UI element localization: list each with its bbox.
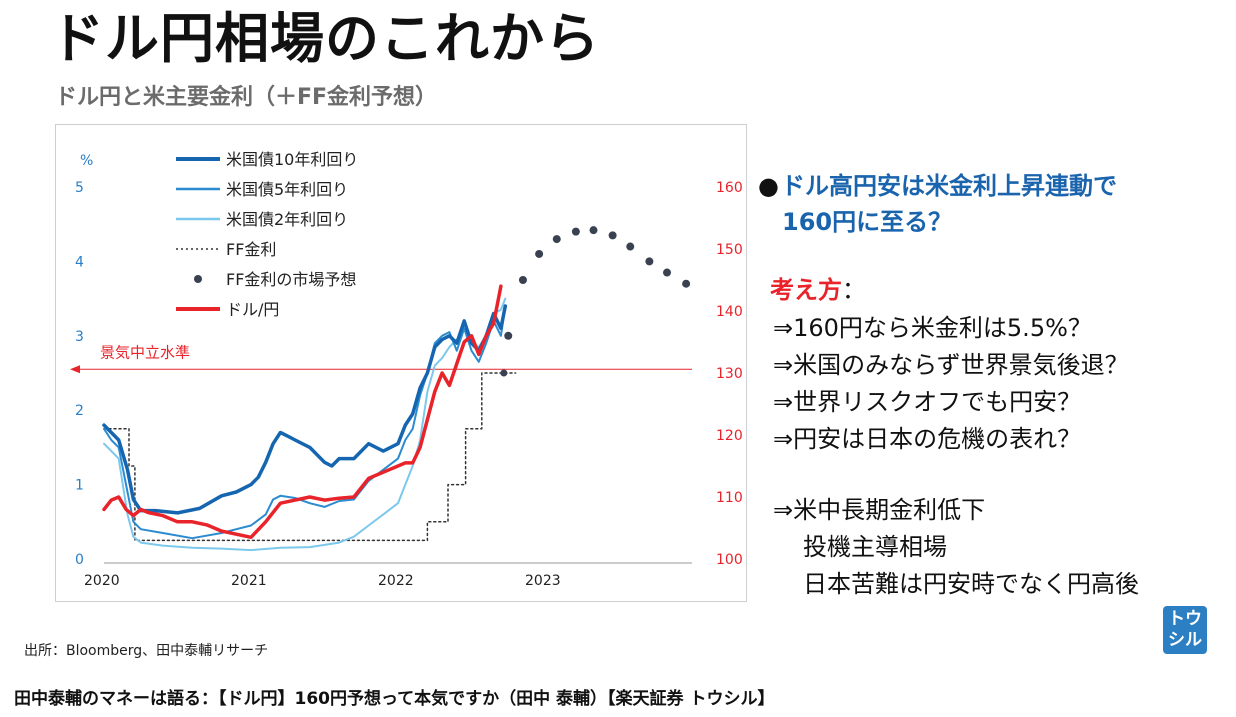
kangae-colon: ： <box>842 276 866 304</box>
ff-forecast-dot <box>571 227 580 236</box>
point-2: ⇒米国のみならず世界景気後退？ <box>773 351 1129 379</box>
right-tick-160: 160 <box>716 180 743 196</box>
left-tick-3: 3 <box>75 329 84 345</box>
right-tick-150: 150 <box>716 242 743 258</box>
point-7: 日本苦難は円安時でなく円高後 <box>803 570 1139 598</box>
neutral-arrow-icon <box>70 365 80 374</box>
x-tick-2023: 2023 <box>525 573 561 589</box>
points-gap <box>773 458 1139 492</box>
right-tick-140: 140 <box>716 304 743 320</box>
ff-forecast-dot <box>626 242 635 251</box>
left-tick-5: 5 <box>75 180 84 196</box>
headline-bullet: ●ドル高円安は米金利上昇連動で 160円に至る？ <box>758 168 1117 240</box>
point-3: ⇒世界リスクオフでも円安？ <box>773 388 1082 416</box>
logo-line-1: トウ <box>1168 609 1202 629</box>
ff-forecast-dot <box>535 249 544 258</box>
left-tick-0: 0 <box>75 552 84 568</box>
chart-subtitle: ドル円と米主要金利（＋FF金利予想） <box>55 85 438 110</box>
point-6: 投機主導相場 <box>803 533 947 561</box>
right-tick-130: 130 <box>716 366 743 382</box>
logo-line-2: シル <box>1168 630 1202 650</box>
bullet-line-1: ドル高円安は米金利上昇連動で <box>780 172 1117 200</box>
kangae-label: 考え方 <box>770 276 842 304</box>
kangae-heading: 考え方： <box>770 272 866 308</box>
left-tick-4: 4 <box>75 254 84 270</box>
left-tick-1: 1 <box>75 478 84 494</box>
points-list: ⇒160円なら米金利は5.5%？ ⇒米国のみならず世界景気後退？ ⇒世界リスクオ… <box>773 310 1139 603</box>
bullet-line-2: 160円に至る？ <box>782 208 953 236</box>
chart-frame: % 0 1 2 3 4 5 100 110 120 130 140 150 160 2020 2021 2022… <box>55 124 747 602</box>
right-tick-100: 100 <box>716 552 743 568</box>
ff-forecast-dot <box>682 279 691 288</box>
x-tick-2021: 2021 <box>231 573 267 589</box>
toushiru-logo: トウ シル <box>1163 606 1207 654</box>
source-note: 出所：Bloomberg、田中泰輔リサーチ <box>24 643 269 659</box>
legend-label-1: 米国債5年利回り <box>226 180 348 199</box>
x-tick-2020: 2020 <box>84 573 120 589</box>
footer-caption: 田中泰輔のマネーは語る：【ドル円】160円予想って本気ですか（田中 泰輔）【楽天… <box>14 689 775 709</box>
legend-swatch-ff-forecast <box>194 275 202 283</box>
left-tick-2: 2 <box>75 403 84 419</box>
page-title: ドル円相場のこれから <box>50 7 600 70</box>
point-5: ⇒米中長期金利低下 <box>773 496 986 524</box>
ff-forecast-dot <box>645 257 654 266</box>
point-1: ⇒160円なら米金利は5.5%？ <box>773 314 1092 342</box>
right-tick-110: 110 <box>716 490 743 506</box>
neutral-level-label: 景気中立水準 <box>100 343 190 361</box>
legend-label-4: FF金利の市場予想 <box>226 270 356 289</box>
ff-current-dot <box>500 369 508 377</box>
chart-svg: % 0 1 2 3 4 5 100 110 120 130 140 150 160 2020 2021 2022… <box>70 150 743 589</box>
left-axis-unit: % <box>80 153 93 169</box>
ff-forecast-dot <box>589 226 598 235</box>
point-4: ⇒円安は日本の危機の表れ？ <box>773 425 1082 453</box>
x-tick-2022: 2022 <box>378 573 414 589</box>
ff-forecast-dot <box>518 276 527 284</box>
ff-forecast-dot <box>552 235 561 244</box>
right-tick-120: 120 <box>716 428 743 444</box>
ff-forecast-dot <box>608 231 617 240</box>
ff-forecast-dot <box>663 268 672 277</box>
ff-forecast-dot <box>504 331 513 340</box>
legend-label-5: ドル/円 <box>226 300 279 319</box>
bullet-dot-icon: ● <box>758 172 779 200</box>
series-us5y-line <box>103 305 507 540</box>
legend-label-0: 米国債10年利回り <box>226 150 358 169</box>
series-us10y-line <box>102 304 508 515</box>
legend-label-3: FF金利 <box>226 240 276 259</box>
legend-label-2: 米国債2年利回り <box>226 210 348 229</box>
series-usdjpy-line <box>102 284 503 540</box>
